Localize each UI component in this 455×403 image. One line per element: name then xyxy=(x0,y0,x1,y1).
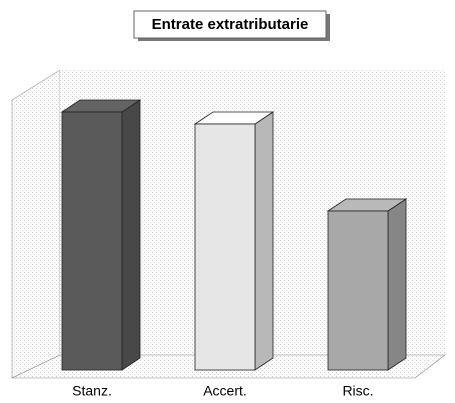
bar xyxy=(327,210,389,371)
x-tick-label: Accert. xyxy=(203,383,247,399)
x-tick-label: Risc. xyxy=(342,383,373,399)
bar xyxy=(61,111,123,371)
title-box: Entrate extratributarie xyxy=(133,10,330,41)
x-tick-label: Stanz. xyxy=(72,383,112,399)
bar-side xyxy=(254,111,274,371)
bar-side xyxy=(387,198,407,371)
chart-title: Entrate extratributarie xyxy=(152,16,309,33)
bar-side xyxy=(121,99,141,371)
bar xyxy=(194,123,256,371)
